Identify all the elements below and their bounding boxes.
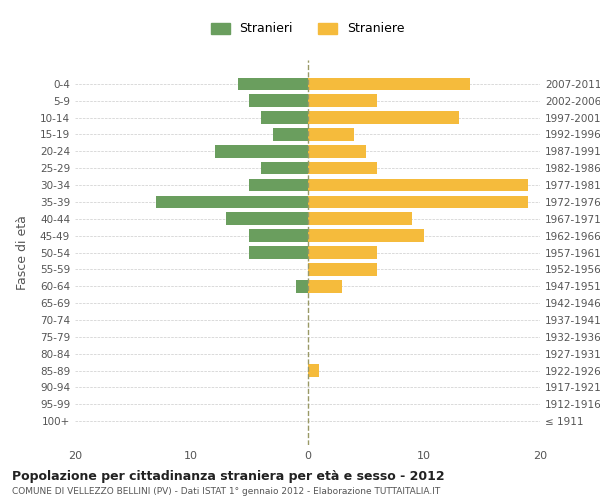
Bar (308, 145, 365, 158)
Bar (296, 280, 308, 292)
Bar (215, 145, 308, 158)
Bar (308, 178, 529, 192)
Bar (250, 246, 308, 259)
Bar (226, 212, 308, 225)
Bar (308, 162, 377, 174)
Bar (308, 230, 424, 242)
Y-axis label: Fasce di età: Fasce di età (16, 215, 29, 290)
Bar (261, 162, 308, 174)
Bar (308, 263, 377, 276)
Text: Popolazione per cittadinanza straniera per età e sesso - 2012: Popolazione per cittadinanza straniera p… (12, 470, 445, 483)
Bar (308, 94, 377, 107)
Bar (250, 178, 308, 192)
Legend: Stranieri, Straniere: Stranieri, Straniere (205, 16, 410, 42)
Bar (308, 280, 343, 292)
Bar (250, 230, 308, 242)
Bar (261, 111, 308, 124)
Bar (308, 78, 470, 90)
Bar (308, 111, 458, 124)
Text: COMUNE DI VELLEZZO BELLINI (PV) - Dati ISTAT 1° gennaio 2012 - Elaborazione TUTT: COMUNE DI VELLEZZO BELLINI (PV) - Dati I… (12, 488, 440, 496)
Bar (308, 364, 319, 377)
Bar (308, 212, 412, 225)
Bar (157, 196, 308, 208)
Bar (250, 94, 308, 107)
Bar (308, 196, 529, 208)
Bar (308, 128, 354, 141)
Bar (308, 246, 377, 259)
Bar (272, 128, 308, 141)
Bar (238, 78, 308, 90)
